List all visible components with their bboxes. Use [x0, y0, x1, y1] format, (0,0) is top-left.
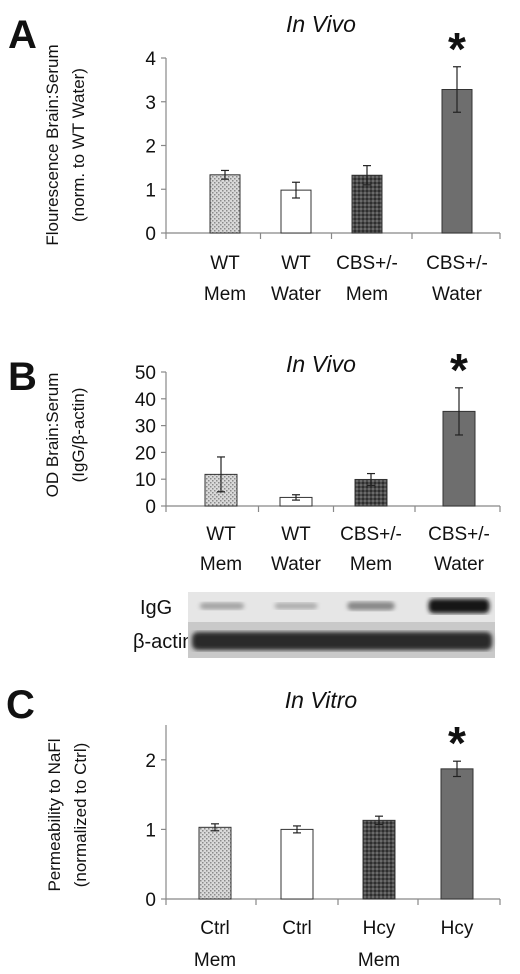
category-label: Mem	[358, 950, 400, 971]
significance-star: *	[448, 717, 466, 769]
panel-c-title: In Vitro	[285, 687, 358, 713]
y-tick-label: 4	[145, 49, 156, 70]
chart-panel-b: 0 10 20 30 40 50 OD Brain:Serum (IgG/β-actin) WT…	[43, 344, 501, 575]
bar	[362, 819, 396, 900]
panel-letter-c: C	[6, 683, 35, 727]
y-axis-label: (normalized to Ctrl)	[71, 743, 90, 888]
y-tick-label: 40	[135, 390, 156, 411]
category-label: Ctrl	[282, 918, 312, 939]
panel-a-title: In Vivo	[286, 11, 356, 37]
y-tick-label: 2	[145, 751, 156, 772]
chart-panel-c: 0 1 2 Permeability to NaFl (normalized to Ct…	[45, 717, 501, 971]
category-label: Water	[432, 284, 483, 305]
significance-star: *	[450, 344, 468, 396]
category-label: Ctrl	[200, 918, 230, 939]
panel-b-title: In Vivo	[286, 351, 356, 377]
category-label: Hcy	[441, 918, 474, 939]
category-label: Mem	[350, 554, 392, 575]
category-label: WT	[210, 253, 240, 274]
category-label: Water	[271, 554, 322, 575]
panel-letter-a: A	[8, 13, 37, 57]
category-label: Hcy	[363, 918, 396, 939]
y-tick-label: 3	[145, 93, 156, 114]
western-blot: IgG β-actin	[133, 592, 495, 658]
y-tick-label: 2	[145, 137, 156, 158]
actin-bands	[192, 632, 492, 650]
igg-band	[428, 598, 490, 614]
blot-label-igg: IgG	[140, 597, 172, 619]
y-tick-label: 50	[135, 363, 156, 384]
igg-band	[199, 602, 245, 610]
category-label: Mem	[204, 284, 246, 305]
bar	[280, 828, 314, 900]
y-axis-label: (norm. to WT Water)	[69, 68, 88, 222]
panel-letter-b: B	[8, 355, 37, 399]
y-axis-label: (IgG/β-actin)	[69, 388, 88, 483]
y-axis-label: OD Brain:Serum	[43, 373, 62, 498]
category-label: WT	[281, 253, 311, 274]
y-axis-label: Permeability to NaFl	[45, 738, 64, 891]
y-tick-label: 1	[145, 180, 156, 201]
category-label: Water	[271, 284, 322, 305]
bar	[442, 410, 476, 507]
y-tick-label: 0	[145, 890, 156, 911]
actin-band	[192, 632, 492, 650]
y-tick-label: 0	[145, 224, 156, 245]
category-label: Mem	[200, 554, 242, 575]
chart-panel-a: 0 1 2 3 4 Flourescence Brain:Serum (norm. to W…	[43, 23, 501, 305]
blot-label-actin: β-actin	[133, 631, 193, 653]
y-tick-label: 1	[145, 820, 156, 841]
y-tick-label: 20	[135, 443, 156, 464]
significance-star: *	[448, 23, 466, 75]
y-tick-label: 30	[135, 417, 156, 438]
category-label: CBS+/-	[426, 253, 488, 274]
category-label: CBS+/-	[340, 524, 402, 545]
category-label: WT	[281, 524, 311, 545]
y-axis-label: Flourescence Brain:Serum	[43, 44, 62, 245]
category-label: CBS+/-	[336, 253, 398, 274]
category-label: Mem	[346, 284, 388, 305]
y-tick-label: 0	[145, 497, 156, 518]
category-label: Water	[434, 554, 485, 575]
category-label: WT	[206, 524, 236, 545]
category-label: Mem	[194, 950, 236, 971]
bar	[209, 174, 241, 234]
igg-band	[347, 601, 395, 611]
bar	[440, 768, 474, 900]
y-tick-label: 10	[135, 470, 156, 491]
igg-bands	[199, 598, 490, 614]
bar	[198, 826, 232, 900]
igg-band	[274, 602, 318, 610]
category-label: CBS+/-	[428, 524, 490, 545]
